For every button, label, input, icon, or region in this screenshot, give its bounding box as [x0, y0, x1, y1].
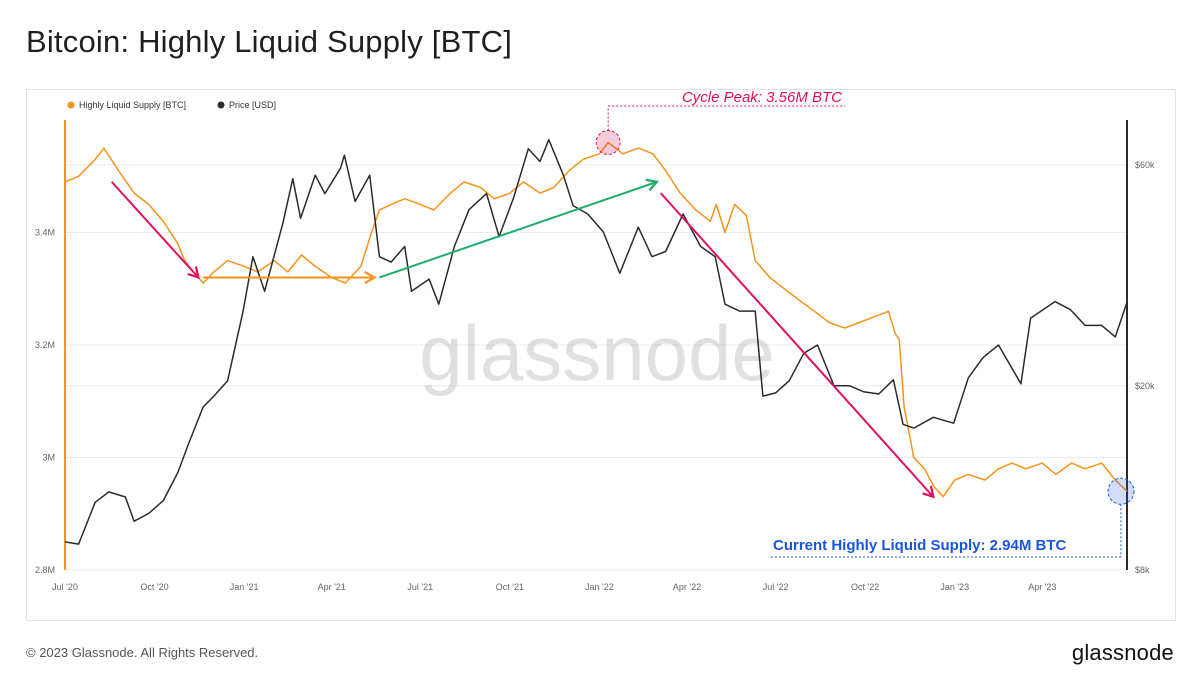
current-marker — [1107, 477, 1135, 505]
peak-annotation-label: Cycle Peak: 3.56M BTC — [682, 90, 842, 106]
y-right-tick-label: $60k — [1135, 160, 1155, 170]
chart-panel: 2.8M 3M 3.2M 3.4M $8k $20k $60k Jul '20 Oct '20 J… — [26, 89, 1176, 621]
x-tick-label: Jan '23 — [940, 582, 969, 592]
chart-svg: 2.8M 3M 3.2M 3.4M $8k $20k $60k Jul '20 Oct '20 J… — [35, 90, 1155, 592]
supply-series-line — [64, 141, 1128, 498]
trend-arrow — [110, 181, 200, 280]
x-tick-label: Oct '22 — [851, 582, 879, 592]
watermark: glassnode — [419, 309, 775, 397]
legend-label: Highly Liquid Supply [BTC] — [79, 100, 186, 110]
y-left-tick-label: 3M — [42, 453, 55, 463]
trend-arrow — [659, 192, 935, 499]
y-left-tick-label: 3.2M — [35, 340, 55, 350]
y-right-tick-label: $8k — [1135, 565, 1150, 575]
x-tick-label: Oct '21 — [496, 582, 524, 592]
legend-marker — [217, 101, 225, 109]
x-tick-label: Apr '23 — [1028, 582, 1056, 592]
page-title: Bitcoin: Highly Liquid Supply [BTC] — [26, 24, 513, 59]
trend-arrow — [379, 178, 659, 279]
x-tick-label: Oct '20 — [140, 582, 168, 592]
brand-logo: glassnode — [1071, 640, 1174, 665]
y-left-tick-label: 2.8M — [35, 565, 55, 575]
y-left-tick-label: 3.4M — [35, 228, 55, 238]
x-tick-label: Jul '21 — [407, 582, 433, 592]
peak-marker — [595, 130, 621, 155]
y-right-tick-label: $20k — [1135, 381, 1155, 391]
current-annotation-label: Current Highly Liquid Supply: 2.94M BTC — [773, 537, 1067, 554]
legend-marker — [67, 101, 75, 109]
x-tick-label: Jan '22 — [585, 582, 614, 592]
price-series-line — [64, 138, 1128, 545]
x-tick-label: Apr '21 — [318, 582, 346, 592]
x-tick-label: Jul '22 — [763, 582, 789, 592]
copyright-footer: © 2023 Glassnode. All Rights Reserved. — [26, 645, 259, 660]
x-tick-label: Jul '20 — [52, 582, 78, 592]
x-tick-label: Jan '21 — [230, 582, 259, 592]
x-tick-label: Apr '22 — [673, 582, 701, 592]
legend-label: Price [USD] — [229, 100, 276, 110]
